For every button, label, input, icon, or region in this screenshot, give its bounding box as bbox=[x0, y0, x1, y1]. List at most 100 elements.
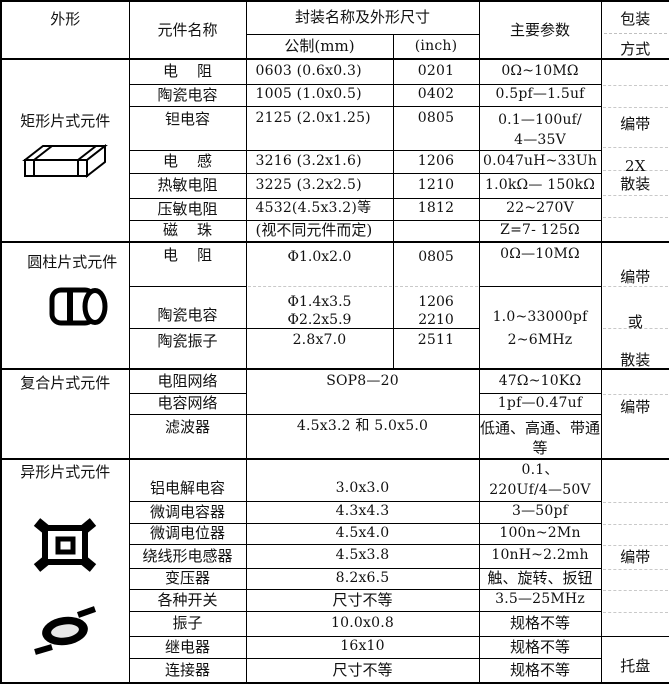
cell-metric: 0603 (0.6x0.3) bbox=[245, 58, 394, 85]
header-name: 元件名称 bbox=[128, 0, 247, 60]
cell-inch: 0805 bbox=[392, 105, 480, 151]
cell-params: 22~270V bbox=[478, 197, 602, 221]
cell-inch: 0201 bbox=[392, 58, 480, 85]
cell-inch: 1812 bbox=[392, 197, 480, 221]
packing-label: 散装 bbox=[620, 351, 651, 369]
packing-label: 散装 bbox=[620, 175, 651, 193]
cell-dims-merged: SOP8—20 bbox=[245, 368, 480, 415]
cell-metric: 3225 (3.2x2.5) bbox=[245, 172, 394, 199]
cell-name: 继电器 bbox=[128, 635, 247, 659]
cell-params: 0.1—100uf/ 4—35V bbox=[478, 105, 602, 151]
cell-name: 各种开关 bbox=[128, 588, 247, 612]
packing-cell-4a: 编带 bbox=[600, 458, 669, 637]
cell-inch: 1206 bbox=[392, 149, 480, 174]
cell-metric: 1005 (1.0x0.5) bbox=[245, 83, 394, 107]
cell-params: 规格不等 bbox=[478, 657, 602, 684]
header-inch: (inch) bbox=[392, 33, 480, 60]
cell-name: 热敏电阻 bbox=[128, 172, 247, 199]
header-shape: 外形 bbox=[0, 0, 130, 60]
rect-chip-icon bbox=[22, 143, 109, 178]
cell-inch: 1210 bbox=[392, 172, 480, 199]
cell-name: 电容网络 bbox=[128, 392, 247, 415]
cell-dims: 4.5x4.0 bbox=[245, 522, 480, 545]
cell-params: 低通、高通、带通 等 bbox=[478, 413, 602, 460]
cell-params: 规格不等 bbox=[478, 610, 602, 637]
cell-name: 微调电容器 bbox=[128, 500, 247, 524]
cell-name: 微调电位器 bbox=[128, 522, 247, 545]
cell-inch-merged: 0805 1206 2210 bbox=[392, 241, 480, 329]
cell-metric: 2.8x7.0 bbox=[245, 327, 394, 370]
cell-name: 振子 bbox=[128, 610, 247, 637]
packing-label: 托盘 bbox=[620, 656, 651, 675]
shape-cell-composite: 复合片式元件 bbox=[0, 368, 130, 460]
packing-label: 或 bbox=[627, 313, 643, 331]
inductor-blob-icon bbox=[34, 605, 97, 655]
cell-params: 100n~2Mn bbox=[478, 522, 602, 545]
cell-params: 10nH~2.2mh bbox=[478, 543, 602, 569]
section-title-irregular: 异形片式元件 bbox=[20, 463, 111, 481]
cylinder-chip-icon bbox=[49, 287, 108, 326]
cell-name: 陶瓷电容 bbox=[128, 285, 247, 329]
header-packing-line2: 方式 bbox=[620, 40, 651, 58]
cell-dims: 4.3x4.3 bbox=[245, 500, 480, 524]
packing-label: 编带 bbox=[620, 268, 651, 286]
cell-params: 0.1、 220Uf/4—50V bbox=[478, 458, 602, 502]
cell-dims: 3.0x3.0 bbox=[245, 458, 480, 502]
packing-label: 编带 bbox=[620, 548, 651, 566]
header-shape-label: 外形 bbox=[50, 10, 81, 28]
cell-dims: 4.5x3.8 bbox=[245, 543, 480, 569]
cell-name: 电 阻 bbox=[128, 241, 247, 287]
cell-metric: 2125 (2.0x1.25) bbox=[245, 105, 394, 151]
packing-cell-4b: 托盘 bbox=[600, 635, 669, 684]
cell-metric: 3216 (3.2x1.6) bbox=[245, 149, 394, 174]
cell-metric-merged: Φ1.0x2.0 Φ1.4x3.5 Φ2.2x5.9 bbox=[245, 241, 394, 329]
cell-params: 47Ω~10KΩ bbox=[478, 368, 602, 394]
header-package: 封装名称及外形尺寸 bbox=[245, 0, 480, 35]
packing-label: 编带 bbox=[620, 115, 651, 133]
cell-params: 0Ω—10MΩ bbox=[478, 241, 602, 287]
cell-inch: 2511 bbox=[392, 327, 480, 370]
cell-dims: 8.2x6.5 bbox=[245, 567, 480, 590]
cell-params: 1pf—0.47uf bbox=[478, 392, 602, 415]
cell-name: 连接器 bbox=[128, 657, 247, 684]
cell-name: 滤波器 bbox=[128, 413, 247, 460]
cell-dims: 尺寸不等 bbox=[245, 588, 480, 612]
cell-params: 0Ω~10MΩ bbox=[478, 58, 602, 85]
packing-cell-1: 编带 2X 散装 bbox=[600, 58, 669, 243]
cell-name: 铝电解电容 bbox=[128, 458, 247, 502]
header-packing: 包装 方式 bbox=[600, 0, 669, 60]
cell-name: 钽电容 bbox=[128, 105, 247, 151]
cell-params-merged: 1.0~33000pf 2~6MHz bbox=[478, 285, 602, 370]
cell-params: 触、旋转、扳钮 bbox=[478, 567, 602, 590]
cell-params: 3.5—25MHz bbox=[478, 588, 602, 612]
header-packing-line1: 包装 bbox=[620, 10, 651, 28]
cell-inch: 0402 bbox=[392, 83, 480, 107]
shape-cell-irregular: 异形片式元件 bbox=[0, 458, 130, 684]
cell-params: 规格不等 bbox=[478, 635, 602, 659]
shape-cell-rectangular: 矩形片式元件 bbox=[0, 58, 130, 243]
packing-label: 2X bbox=[624, 157, 646, 175]
cell-params: 0.5pf—1.5uf bbox=[478, 83, 602, 107]
cell-params: Z=7- 125Ω bbox=[478, 219, 602, 243]
header-params: 主要参数 bbox=[478, 0, 602, 60]
cell-name: 变压器 bbox=[128, 567, 247, 590]
cell-params: 3—50pf bbox=[478, 500, 602, 524]
cell-name: 压敏电阻 bbox=[128, 197, 247, 221]
cell-dims: 4.5x3.2 和 5.0x5.0 bbox=[245, 413, 480, 460]
cell-name: 磁 珠 bbox=[128, 219, 247, 243]
packing-label: 编带 bbox=[620, 398, 651, 416]
cell-params: 0.047uH~33Uh bbox=[478, 149, 602, 174]
packing-cell-2: 编带 或 散装 bbox=[600, 241, 669, 370]
cell-name: 电 阻 bbox=[128, 58, 247, 85]
section-title-cylindrical: 圆柱片式元件 bbox=[27, 253, 118, 271]
cell-metric: 4532(4.5x3.2)等 bbox=[245, 197, 394, 221]
trimmer-icon bbox=[34, 517, 97, 572]
cell-name: 陶瓷电容 bbox=[128, 83, 247, 107]
cell-name: 陶瓷振子 bbox=[128, 327, 247, 370]
cell-dims: 尺寸不等 bbox=[245, 657, 480, 684]
shape-cell-cylindrical: 圆柱片式元件 bbox=[0, 241, 130, 370]
header-packing-divider bbox=[603, 33, 668, 34]
cell-name: 电 感 bbox=[128, 149, 247, 174]
